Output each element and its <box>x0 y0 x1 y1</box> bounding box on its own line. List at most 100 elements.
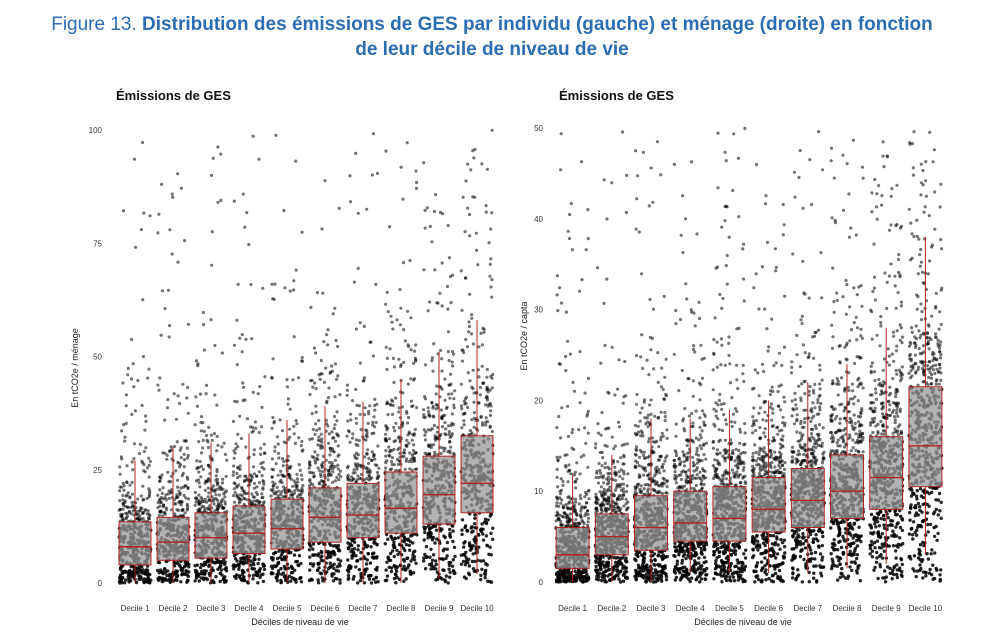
data-point <box>261 286 265 290</box>
data-point <box>318 469 322 473</box>
data-point <box>333 553 337 557</box>
data-point <box>256 392 260 396</box>
data-point <box>214 493 218 497</box>
data-point <box>125 464 129 468</box>
data-point <box>366 421 370 425</box>
data-point <box>373 567 378 571</box>
data-point <box>359 557 363 561</box>
data-point <box>421 559 426 563</box>
data-point <box>468 548 473 552</box>
data-point <box>197 470 201 474</box>
data-point <box>409 571 413 576</box>
data-point <box>157 388 161 392</box>
data-point <box>472 522 477 526</box>
data-point <box>244 474 248 478</box>
data-point <box>185 502 189 506</box>
data-point <box>157 571 161 575</box>
data-point <box>327 441 331 445</box>
figure-title: Figure 13. Distribution des émissions de… <box>0 12 984 62</box>
data-point <box>449 372 453 376</box>
data-point <box>582 570 586 574</box>
data-point <box>132 574 137 578</box>
data-point <box>470 316 474 320</box>
data-point <box>349 200 353 204</box>
data-point <box>392 576 397 581</box>
data-point <box>574 486 578 490</box>
data-point <box>248 425 253 429</box>
data-point <box>209 173 214 177</box>
data-point <box>286 402 290 406</box>
data-point <box>300 356 304 360</box>
data-point <box>470 313 474 317</box>
data-point <box>120 429 124 433</box>
data-point <box>569 497 573 501</box>
data-point <box>275 435 279 439</box>
data-point <box>282 208 286 213</box>
data-point <box>476 368 480 372</box>
data-point <box>283 474 287 478</box>
data-point <box>555 501 559 505</box>
data-point <box>333 479 337 483</box>
data-point <box>128 569 132 573</box>
data-point <box>121 493 125 498</box>
left-chart-title: Émissions de GES <box>116 88 231 103</box>
data-point <box>327 386 331 390</box>
data-point <box>392 447 396 451</box>
data-point <box>487 241 491 245</box>
data-point <box>368 561 373 565</box>
data-point <box>198 502 202 506</box>
data-point <box>239 436 244 441</box>
data-point <box>459 404 463 408</box>
data-point <box>561 505 565 510</box>
data-point <box>445 284 450 289</box>
data-point <box>186 411 190 415</box>
data-point <box>245 417 250 421</box>
data-point <box>440 357 444 361</box>
figure-number: Figure 13. <box>51 14 137 35</box>
data-point <box>185 446 189 450</box>
box-plot <box>384 379 418 583</box>
data-point <box>356 266 360 270</box>
data-point <box>385 400 389 404</box>
data-point <box>211 568 215 573</box>
data-point <box>433 541 437 545</box>
data-point <box>169 480 173 484</box>
data-point <box>569 201 573 206</box>
data-point <box>320 465 324 469</box>
data-point <box>128 483 132 487</box>
data-point <box>132 385 136 389</box>
data-point <box>401 391 405 395</box>
data-point <box>586 516 591 520</box>
data-point <box>223 490 227 494</box>
data-point <box>349 564 353 569</box>
data-point <box>231 473 235 477</box>
data-point <box>459 382 463 386</box>
data-point <box>196 574 201 578</box>
data-point <box>270 475 274 479</box>
data-point <box>392 545 396 550</box>
data-point <box>460 359 465 363</box>
data-point <box>293 441 297 445</box>
data-point <box>555 426 559 430</box>
data-point <box>217 559 221 563</box>
data-point <box>166 288 171 292</box>
data-point <box>339 475 343 479</box>
data-point <box>258 567 262 571</box>
data-point <box>468 234 472 238</box>
data-point <box>270 467 274 471</box>
data-point <box>243 398 247 402</box>
data-point <box>261 562 265 566</box>
data-point <box>428 555 432 559</box>
data-point <box>294 268 298 272</box>
data-point <box>165 573 169 578</box>
data-point <box>469 332 474 336</box>
data-point <box>321 454 325 458</box>
data-point <box>222 441 226 445</box>
data-point <box>331 312 335 316</box>
data-point <box>160 182 164 186</box>
data-point <box>477 545 481 549</box>
data-point <box>556 485 560 489</box>
data-point <box>255 570 260 574</box>
data-point <box>366 448 370 452</box>
box-plot <box>156 447 190 583</box>
